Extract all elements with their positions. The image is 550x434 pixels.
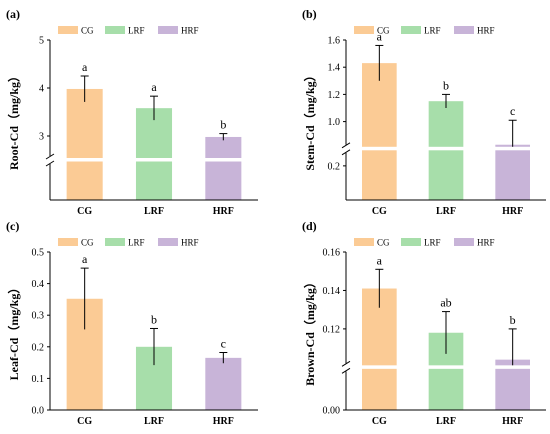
y-axis-label: Root-Cd（mg/kg） — [6, 70, 21, 170]
legend-label-hrf: HRF — [477, 26, 495, 36]
y-tick-label: 0.14 — [323, 286, 341, 297]
y-axis-label: Stem-Cd（mg/kg） — [302, 69, 317, 170]
bar-cg — [362, 288, 397, 410]
axis-break-mark — [45, 160, 55, 167]
bar-lrf — [428, 101, 464, 200]
panel-label: (a) — [6, 7, 20, 21]
significance-label-lrf: a — [151, 80, 157, 94]
y-tick-label: 0.3 — [32, 311, 45, 322]
legend-swatch-lrf — [401, 26, 421, 34]
axis-break-mark — [341, 360, 351, 367]
significance-label-hrf: c — [510, 104, 515, 118]
y-axis-label: Leaf-Cd（mg/kg） — [6, 282, 21, 381]
legend-swatch-hrf — [454, 238, 474, 246]
legend-label-hrf: HRF — [181, 238, 199, 248]
x-tick-label-hrf: HRF — [502, 416, 523, 427]
bar-hrf — [495, 144, 530, 200]
x-tick-label-cg: CG — [372, 206, 387, 217]
y-tick-label: 0.0 — [32, 406, 45, 417]
axis-break-gap — [51, 158, 258, 162]
legend-label-lrf: LRF — [424, 238, 441, 248]
x-tick-label-hrf: HRF — [213, 206, 234, 217]
significance-label-cg: a — [82, 252, 88, 266]
y-tick-label: 0.12 — [323, 324, 341, 335]
y-tick-label: 0.1 — [32, 374, 45, 385]
chart-panel-2: (b)Stem-Cd（mg/kg）aCGbLRFcHRF0.21.01.21.4… — [302, 7, 546, 217]
y-axis-label: Brown-Cd（mg/kg） — [302, 276, 317, 386]
axis-break-mark — [341, 149, 351, 156]
axis-break-mark — [341, 142, 351, 149]
y-tick-label: 0.4 — [32, 279, 45, 290]
x-tick-label-lrf: LRF — [436, 206, 456, 217]
legend-label-lrf: LRF — [128, 26, 145, 36]
y-tick-label: 0.00 — [323, 406, 341, 417]
y-tick-label: 1.2 — [328, 90, 341, 101]
legend-swatch-cg — [354, 26, 374, 34]
bar-hrf — [205, 357, 242, 410]
legend-swatch-hrf — [454, 26, 474, 34]
axis-break-gap — [347, 146, 546, 151]
panel-label: (d) — [302, 219, 317, 233]
y-tick-label: 1.4 — [328, 63, 341, 74]
significance-label-hrf: b — [510, 313, 516, 327]
significance-label-lrf: b — [443, 78, 449, 92]
significance-label-cg: a — [377, 253, 383, 267]
x-tick-label-lrf: LRF — [144, 416, 164, 427]
legend-swatch-hrf — [158, 26, 178, 34]
bar-hrf — [205, 136, 242, 200]
legend-label-cg: CG — [377, 26, 390, 36]
legend-label-cg: CG — [81, 238, 94, 248]
y-tick-label: 0.2 — [328, 161, 341, 172]
legend-label-cg: CG — [81, 26, 94, 36]
y-tick-label: 0.16 — [323, 248, 341, 259]
legend-swatch-lrf — [105, 26, 125, 34]
legend-label-hrf: HRF — [181, 26, 199, 36]
legend-label-hrf: HRF — [477, 238, 495, 248]
x-tick-label-cg: CG — [77, 206, 92, 217]
y-tick-label: 0.5 — [32, 248, 45, 259]
legend-label-lrf: LRF — [424, 26, 441, 36]
x-tick-label-cg: CG — [77, 416, 92, 427]
x-tick-label-hrf: HRF — [213, 416, 234, 427]
legend-label-cg: CG — [377, 238, 390, 248]
panel-label: (b) — [302, 7, 317, 21]
x-tick-label-lrf: LRF — [144, 206, 164, 217]
bar-lrf — [135, 108, 173, 200]
significance-label-cg: a — [82, 60, 88, 74]
axis-break-mark — [341, 367, 351, 374]
y-tick-label: 1.6 — [328, 36, 341, 47]
chart-panel-4: (d) Brown-Cd（mg/kg） a CG ab LRF b HRF 0.00 0.12 0.… — [302, 219, 546, 427]
significance-label-lrf: b — [151, 312, 157, 326]
x-tick-label-hrf: HRF — [502, 206, 523, 217]
y-tick-label: 4 — [39, 84, 44, 95]
legend-swatch-cg — [58, 26, 78, 34]
legend-label-lrf: LRF — [128, 238, 145, 248]
y-tick-label: 0.2 — [32, 342, 45, 353]
legend-swatch-cg — [354, 238, 374, 246]
legend-swatch-lrf — [105, 238, 125, 246]
panel-label: (c) — [6, 219, 19, 233]
axis-break-mark — [45, 153, 55, 160]
bar-cg — [66, 88, 103, 200]
significance-label-cg: a — [377, 29, 383, 43]
significance-label-hrf: c — [221, 336, 226, 350]
significance-label-hrf: b — [220, 118, 226, 132]
x-tick-label-cg: CG — [372, 416, 387, 427]
y-tick-label: 3 — [39, 132, 44, 143]
significance-label-lrf: ab — [440, 296, 451, 310]
legend-swatch-lrf — [401, 238, 421, 246]
legend-swatch-hrf — [158, 238, 178, 246]
y-tick-label: 1.0 — [328, 117, 341, 128]
y-tick-label: 5 — [39, 36, 44, 47]
axis-break-gap — [347, 365, 546, 369]
chart-panel-3: (c) Leaf-Cd（mg/kg） a CG b LRF c HRF 0.0 0.1 0.2 0.3… — [6, 219, 258, 427]
legend-swatch-cg — [58, 238, 78, 246]
chart-panel-1: (a) Root-Cd（mg/kg） a CG a LRF b HRF 3 4 5 CG LRF HRF — [6, 7, 258, 217]
x-tick-label-lrf: LRF — [436, 416, 456, 427]
bar-cg — [362, 63, 397, 201]
